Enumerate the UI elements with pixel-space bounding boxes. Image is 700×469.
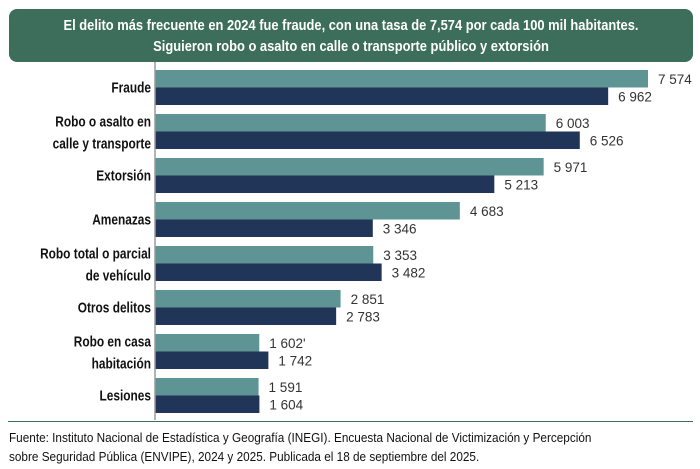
bar-2025 xyxy=(155,395,260,413)
category-label: calle y transporte xyxy=(53,135,151,151)
chart-title-line-2: Siguieron robo o asalto en calle o trans… xyxy=(153,37,549,55)
value-label-2024: 7 574 xyxy=(658,72,692,87)
bar-2025 xyxy=(155,87,609,105)
category-label: Fraude xyxy=(111,79,151,95)
bar-2024 xyxy=(155,202,460,220)
category-labels-group: Fraude Robo o asalto en calle y transporte… xyxy=(40,79,151,403)
value-label-2024: 4 683 xyxy=(470,204,504,219)
bar-2024 xyxy=(155,70,648,88)
category-label: Robo o asalto en xyxy=(55,113,151,129)
category-label: Extorsión xyxy=(96,167,151,183)
category-label: Otros delitos xyxy=(78,299,151,315)
footer-divider xyxy=(8,421,693,422)
category-label: habitación xyxy=(92,355,151,371)
bar-2024 xyxy=(155,334,260,352)
category-label: Robo en casa xyxy=(74,333,152,349)
category-label: Amenazas xyxy=(92,211,151,227)
value-label-2024: 1 602' xyxy=(269,336,305,351)
category-label: Lesiones xyxy=(99,387,151,403)
value-label-2024: 1 591 xyxy=(269,380,303,395)
value-label-2025: 1 742 xyxy=(278,353,312,368)
value-label-2025: 6 526 xyxy=(590,133,624,148)
chart-title-line-1: El delito más frecuente en 2024 fue frau… xyxy=(63,16,639,34)
bar-2024 xyxy=(155,114,546,132)
value-label-2025: 5 213 xyxy=(504,177,538,192)
bar-2025 xyxy=(155,263,382,281)
category-label: de vehículo xyxy=(86,267,151,283)
value-label-2025: 1 604 xyxy=(269,397,303,412)
value-label-2025: 2 783 xyxy=(346,309,380,324)
value-label-2024: 2 851 xyxy=(351,292,385,307)
bar-2024 xyxy=(155,378,259,396)
bar-2025 xyxy=(155,351,269,369)
source-note: Fuente: Instituto Nacional de Estadístic… xyxy=(9,428,697,466)
category-label: Robo total o parcial xyxy=(40,245,151,261)
bar-2025 xyxy=(155,175,495,193)
chart-title-banner: El delito más frecuente en 2024 fue frau… xyxy=(9,9,693,62)
value-label-2025: 6 962 xyxy=(618,89,652,104)
bars-group xyxy=(155,70,648,413)
value-label-2024: 5 971 xyxy=(554,160,588,175)
value-label-2025: 3 346 xyxy=(383,221,417,236)
bar-2024 xyxy=(155,158,544,176)
bar-2025 xyxy=(155,131,580,149)
source-line-2: sobre Seguridad Pública (ENVIPE), 2024 y… xyxy=(9,449,480,464)
bar-2025 xyxy=(155,307,337,325)
bar-2025 xyxy=(155,219,373,237)
value-label-2024: 6 003 xyxy=(556,116,590,131)
value-label-2025: 3 482 xyxy=(392,265,426,280)
value-label-2024: 3 353 xyxy=(383,248,417,263)
bar-chart: Fraude Robo o asalto en calle y transporte… xyxy=(40,62,693,420)
bar-2024 xyxy=(155,290,341,308)
source-line-1: Fuente: Instituto Nacional de Estadístic… xyxy=(9,430,592,445)
bar-2024 xyxy=(155,246,374,264)
